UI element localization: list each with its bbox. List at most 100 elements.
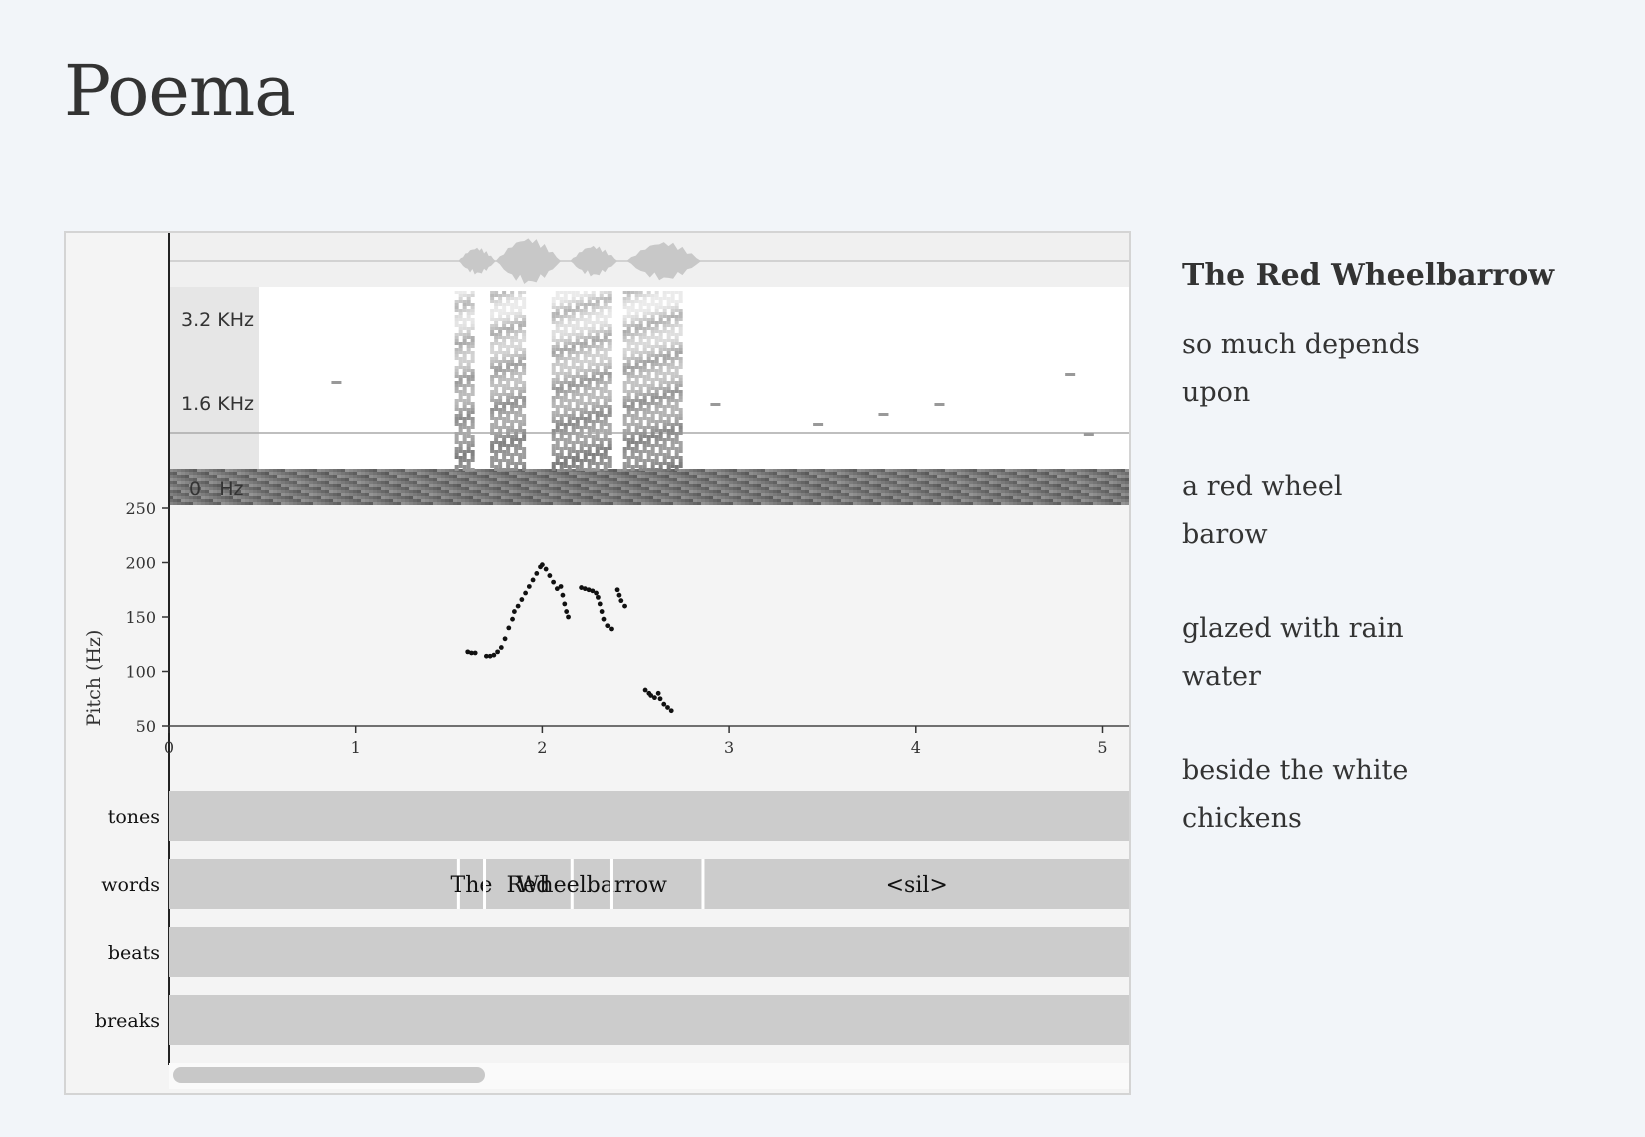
spectrogram-cell xyxy=(761,496,765,499)
spectrogram-cell xyxy=(490,432,495,435)
spectrogram-cell xyxy=(603,300,608,303)
spectrogram-cell xyxy=(845,490,849,493)
spectrogram-cell xyxy=(599,438,604,441)
spectrogram-cell xyxy=(629,487,633,490)
spectrogram-cell xyxy=(641,475,645,478)
spectrogram-cell xyxy=(801,496,805,499)
tier-background[interactable] xyxy=(169,927,1129,977)
spectrogram-cell xyxy=(462,408,467,411)
spectrogram-cell xyxy=(397,472,401,475)
spectrogram-cell xyxy=(597,502,601,505)
spectrogram-cell xyxy=(583,318,588,321)
spectrogram-cell xyxy=(861,493,865,496)
spectrogram-cell xyxy=(457,502,461,505)
interval-label[interactable]: Red xyxy=(507,873,551,898)
spectrogram-cell xyxy=(473,475,477,478)
spectrogram-cell xyxy=(201,496,205,499)
spectrogram-cell xyxy=(502,387,507,390)
spectrogram-cell xyxy=(969,481,973,484)
spectrogram-cell xyxy=(401,493,405,496)
spectrogram-cell xyxy=(605,502,609,505)
spectrogram-cell xyxy=(595,354,600,357)
spectrogram-cell xyxy=(585,490,589,493)
spectrogram-cell xyxy=(373,469,377,472)
spectrogram-cell xyxy=(462,387,467,390)
spectrogram-cell xyxy=(621,490,625,493)
tier-name: breaks xyxy=(95,1010,160,1032)
spectrogram-cell xyxy=(425,484,429,487)
spectrogram-cell xyxy=(678,411,683,414)
tier-breaks[interactable]: breaks xyxy=(95,995,1129,1045)
interval-label[interactable]: The xyxy=(451,873,493,898)
spectrogram-cell xyxy=(917,484,921,487)
spectrogram-cell xyxy=(658,330,663,333)
spectrogram-cell xyxy=(490,297,495,300)
spectrogram-cell xyxy=(567,384,572,387)
spectrogram-cell xyxy=(575,387,580,390)
spectrogram-cell xyxy=(571,348,576,351)
spectrogram-cell xyxy=(577,478,581,481)
spectrogram-cell xyxy=(634,378,639,381)
spectrogram-cell xyxy=(571,327,576,330)
interval-label[interactable]: Wheelbarrow xyxy=(517,873,667,898)
tier-beats[interactable]: beats xyxy=(108,927,1129,977)
spectrogram-cell xyxy=(670,423,675,426)
spectrogram-cell xyxy=(657,496,661,499)
spectrogram-cell xyxy=(229,481,233,484)
spectrogram-cell xyxy=(341,493,345,496)
spectrogram-cell xyxy=(605,472,609,475)
spectrogram-cell xyxy=(678,414,683,417)
spectrogram-cell xyxy=(607,363,612,366)
spectrogram-cell xyxy=(642,459,647,462)
spectrogram-cell xyxy=(433,496,437,499)
spectrogram-cell xyxy=(510,321,515,324)
spectrogram-cell xyxy=(173,484,177,487)
spectrogram-cell xyxy=(321,478,325,481)
spectrogram-cell xyxy=(595,378,600,381)
spectrogram-cell xyxy=(421,475,425,478)
spectrogram-cell xyxy=(181,499,185,502)
spectrogram-cell xyxy=(458,423,463,426)
tier-background[interactable] xyxy=(169,995,1129,1045)
tier-background[interactable] xyxy=(169,859,1129,909)
spectrogram-cell xyxy=(603,462,608,465)
spectrogram-cell xyxy=(583,369,588,372)
spectrogram-cell xyxy=(626,399,631,402)
spectrogram-cell xyxy=(313,490,317,493)
horizontal-scrollbar[interactable] xyxy=(169,1063,1129,1089)
spectrogram-cell xyxy=(857,484,861,487)
spectrogram-cell xyxy=(729,493,733,496)
spectrogram-cell xyxy=(583,303,588,306)
spectrogram-cell xyxy=(603,366,608,369)
spectrogram-cell xyxy=(917,502,921,505)
spectrogram-cell xyxy=(817,499,821,502)
spectrogram-cell xyxy=(317,469,321,472)
spectrogram-cell xyxy=(630,351,635,354)
spectrogram-cell xyxy=(1045,502,1049,505)
spectrogram-cell xyxy=(649,481,653,484)
tier-tones[interactable]: tones xyxy=(108,791,1129,841)
spectrogram-cell xyxy=(261,496,265,499)
spectrogram-cell xyxy=(498,309,503,312)
spectrogram-cell xyxy=(454,366,459,369)
spectrogram-cell xyxy=(638,357,643,360)
spectrogram-cell xyxy=(587,333,592,336)
spectrogram-cell xyxy=(494,369,499,372)
spectrogram-cell xyxy=(757,493,761,496)
spectrogram-cell xyxy=(462,456,467,459)
spectrogram-cell xyxy=(662,363,667,366)
tier-background[interactable] xyxy=(169,791,1129,841)
interval-label[interactable]: <sil> xyxy=(886,873,948,898)
spectrogram-cell xyxy=(297,487,301,490)
spectrogram-cell xyxy=(725,502,729,505)
spectrogram-cell xyxy=(461,490,465,493)
spectrogram-cell xyxy=(325,493,329,496)
spectrogram-cell xyxy=(649,496,653,499)
spectrogram-cell xyxy=(1045,493,1049,496)
spectrogram-cell xyxy=(1085,469,1089,472)
spectrogram-cell xyxy=(670,381,675,384)
spectrogram-cell xyxy=(837,481,841,484)
